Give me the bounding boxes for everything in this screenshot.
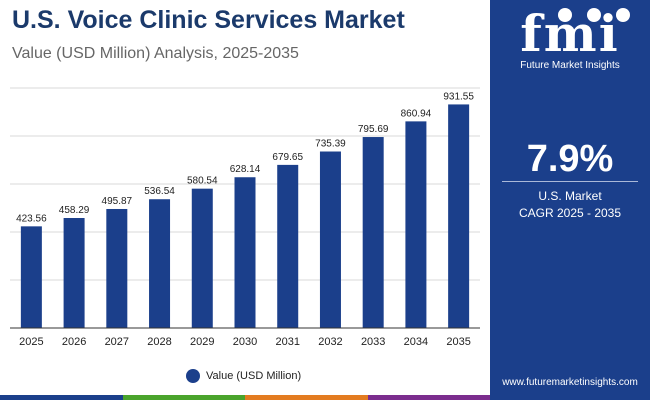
sidebar-panel: fmi Future Market Insights 7.9% U.S. Mar… <box>490 0 650 400</box>
legend-label: Value (USD Million) <box>206 370 302 382</box>
data-label: 628.14 <box>230 164 261 175</box>
bottom-color-bar <box>0 395 490 400</box>
bar <box>20 226 42 328</box>
x-tick-label: 2029 <box>190 336 214 348</box>
bottom-bar-segment <box>0 395 123 400</box>
market-label: U.S. Market <box>538 189 602 203</box>
x-tick-label: 2033 <box>361 336 385 348</box>
legend-marker <box>186 369 200 383</box>
fmi-logo: fmi Future Market Insights <box>490 6 650 71</box>
bar <box>448 104 470 328</box>
bar <box>277 164 299 328</box>
cagr-value: 7.9% <box>526 138 614 180</box>
data-label: 735.39 <box>315 139 346 150</box>
x-tick-label: 2032 <box>318 336 342 348</box>
bar-chart: 423.56 2025 458.29 2026 495.87 2027 536.54 2028… <box>10 87 480 348</box>
x-tick-label: 2025 <box>19 336 43 348</box>
cagr-period: CAGR 2025 - 2035 <box>518 206 622 220</box>
bar <box>191 188 213 328</box>
bottom-bar-segment <box>122 395 245 400</box>
logo-company-name: Future Market Insights <box>520 60 620 71</box>
data-label: 795.69 <box>358 124 389 135</box>
divider <box>502 181 638 182</box>
bar <box>405 121 427 328</box>
bar <box>106 208 128 328</box>
bar <box>63 218 85 328</box>
bottom-bar-segment <box>367 395 490 400</box>
data-label: 536.54 <box>144 186 175 197</box>
x-tick-label: 2028 <box>147 336 171 348</box>
data-label: 495.87 <box>102 196 133 207</box>
bar <box>319 151 341 328</box>
person-icon <box>616 8 630 22</box>
x-tick-label: 2031 <box>275 336 299 348</box>
bottom-bar-segment <box>245 395 368 400</box>
data-label: 423.56 <box>16 213 47 224</box>
x-tick-label: 2026 <box>62 336 86 348</box>
data-label: 679.65 <box>272 152 303 163</box>
website-link[interactable]: www.futuremarketinsights.com <box>502 377 638 388</box>
chart-icon <box>587 8 601 22</box>
bar <box>234 177 256 328</box>
x-tick-label: 2034 <box>404 336 428 348</box>
logo-icons <box>558 8 630 22</box>
data-label: 580.54 <box>187 176 218 187</box>
data-label: 860.94 <box>401 108 432 119</box>
globe-icon <box>558 8 572 22</box>
chart-title: U.S. Voice Clinic Services Market <box>12 6 405 34</box>
data-label: 931.55 <box>443 91 474 102</box>
x-tick-label: 2027 <box>105 336 129 348</box>
legend: Value (USD Million) <box>186 366 301 386</box>
bar <box>362 137 384 328</box>
x-tick-label: 2035 <box>446 336 470 348</box>
data-label: 458.29 <box>59 205 90 216</box>
x-tick-label: 2030 <box>233 336 257 348</box>
bar <box>149 199 171 328</box>
chart-subtitle: Value (USD Million) Analysis, 2025-2035 <box>12 45 299 62</box>
